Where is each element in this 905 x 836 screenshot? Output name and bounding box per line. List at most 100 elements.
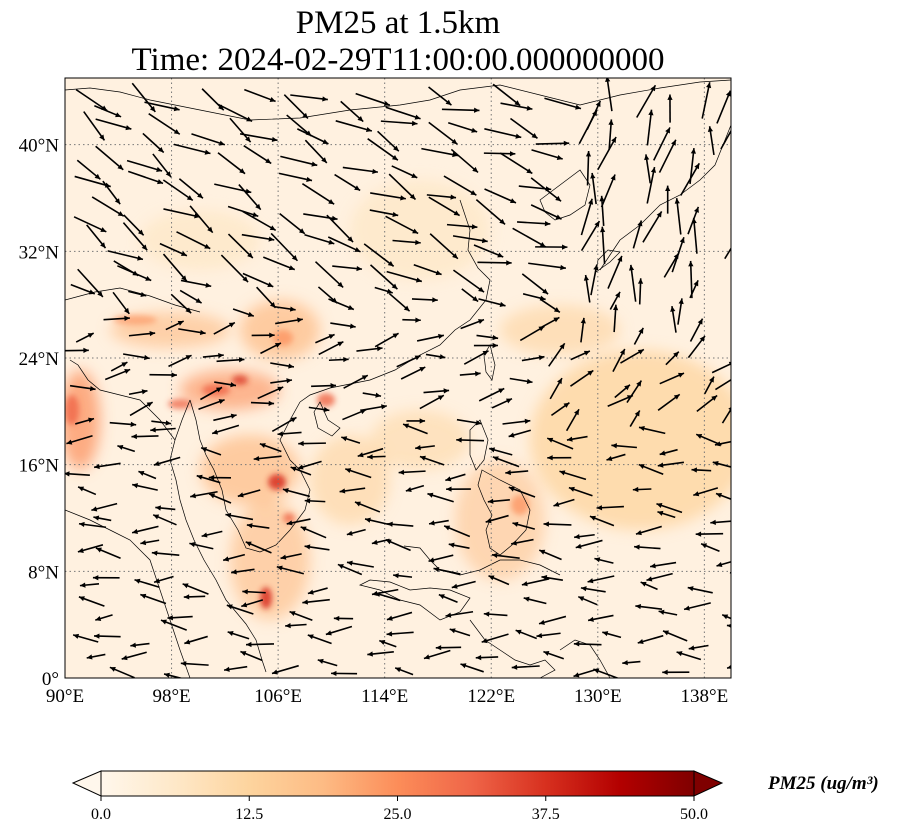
wind-arrow <box>386 611 413 621</box>
wind-arrow <box>538 615 567 625</box>
wind-arrow <box>711 361 731 374</box>
wind-arrow <box>536 632 561 639</box>
figure-title-line-1: PM25 at 1.5km <box>295 5 501 41</box>
wind-arrow <box>580 198 594 236</box>
wind-arrow <box>196 474 221 484</box>
wind-arrow <box>107 250 144 261</box>
wind-arrow <box>448 542 470 550</box>
wind-arrow <box>151 420 172 426</box>
wind-arrow <box>446 486 471 492</box>
wind-arrow <box>163 208 201 219</box>
wind-arrow <box>385 106 421 120</box>
wind-arrow <box>180 661 209 667</box>
wind-arrow <box>163 672 184 678</box>
wind-arrow <box>590 172 597 205</box>
wind-arrow <box>535 244 568 250</box>
wind-arrow <box>66 435 93 445</box>
wind-arrow <box>416 333 445 342</box>
wind-arrow <box>259 442 282 453</box>
wind-arrow <box>150 427 176 433</box>
wind-arrow <box>180 279 212 288</box>
wind-arrow <box>285 622 307 629</box>
wind-arrow <box>413 263 442 276</box>
wind-arrow <box>425 353 446 360</box>
wind-arrow <box>129 401 154 417</box>
wind-arrow <box>606 453 626 461</box>
wind-arrow <box>459 371 481 377</box>
wind-arrow <box>149 372 177 378</box>
wind-arrow <box>128 389 148 396</box>
wind-arrow <box>94 104 122 118</box>
wind-arrow <box>356 346 383 352</box>
lon-tick-label: 122°E <box>467 686 515 707</box>
wind-arrow <box>297 460 322 470</box>
wind-arrow <box>179 289 203 304</box>
wind-arrow <box>86 224 107 249</box>
wind-arrow <box>131 525 159 534</box>
wind-arrow <box>426 194 457 200</box>
wind-arrow <box>201 530 223 538</box>
wind-arrow <box>70 283 96 295</box>
wind-arrow <box>170 293 192 314</box>
wind-arrow <box>223 665 248 672</box>
lon-tick-label: 114°E <box>361 686 408 707</box>
wind-arrow <box>126 159 163 172</box>
wind-arrow <box>726 623 731 628</box>
wind-arrow <box>241 599 264 608</box>
wind-arrow <box>491 397 513 409</box>
wind-arrow <box>484 128 522 139</box>
wind-arrow <box>176 231 211 250</box>
wind-arrow <box>543 650 565 660</box>
wind-arrow <box>443 175 477 196</box>
wind-arrow <box>445 473 466 482</box>
wind-arrow <box>573 641 602 647</box>
wind-arrow <box>76 159 101 180</box>
wind-arrow <box>69 384 96 392</box>
wind-arrow <box>500 102 533 111</box>
wind-arrow <box>456 437 485 443</box>
wind-arrow <box>515 629 538 640</box>
wind-arrow <box>445 610 474 618</box>
wind-arrow <box>559 470 587 481</box>
wind-arrow <box>521 578 550 587</box>
wind-arrow <box>695 531 724 537</box>
wind-arrow <box>94 633 121 639</box>
wind-arrow <box>628 264 637 302</box>
wind-arrow <box>380 120 418 126</box>
wind-arrow <box>93 462 121 470</box>
wind-arrow <box>280 155 318 167</box>
wind-arrow <box>275 317 303 325</box>
wind-arrow <box>642 211 663 243</box>
wind-arrow <box>568 486 593 497</box>
wind-arrow <box>553 498 575 507</box>
wind-arrow <box>428 519 449 526</box>
wind-arrow <box>253 455 282 462</box>
wind-arrow <box>290 466 312 476</box>
wind-arrow <box>337 563 363 576</box>
wind-arrow <box>726 664 731 669</box>
wind-arrow <box>237 489 261 498</box>
wind-arrow <box>168 354 192 368</box>
wind-arrow <box>644 154 652 184</box>
wind-arrow <box>242 589 266 595</box>
wind-arrow <box>165 320 185 331</box>
wind-arrow <box>428 121 458 145</box>
wind-arrow <box>173 143 211 155</box>
wind-arrow <box>656 502 683 514</box>
wind-arrow <box>580 586 606 593</box>
wind-arrow <box>689 148 696 185</box>
wind-arrow <box>362 392 382 398</box>
wind-arrow <box>580 317 586 343</box>
wind-arrow <box>200 447 222 456</box>
wind-arrow <box>160 619 187 631</box>
wind-arrow <box>308 406 330 413</box>
wind-arrow <box>277 431 302 437</box>
wind-arrow <box>354 501 381 513</box>
wind-arrow <box>271 416 297 433</box>
wind-arrow <box>332 265 363 272</box>
wind-arrow <box>531 149 563 160</box>
wind-arrow <box>103 315 130 321</box>
wind-arrow <box>657 510 676 519</box>
wind-arrow <box>93 515 112 522</box>
colorbar-tick-label: 12.5 <box>235 806 263 823</box>
